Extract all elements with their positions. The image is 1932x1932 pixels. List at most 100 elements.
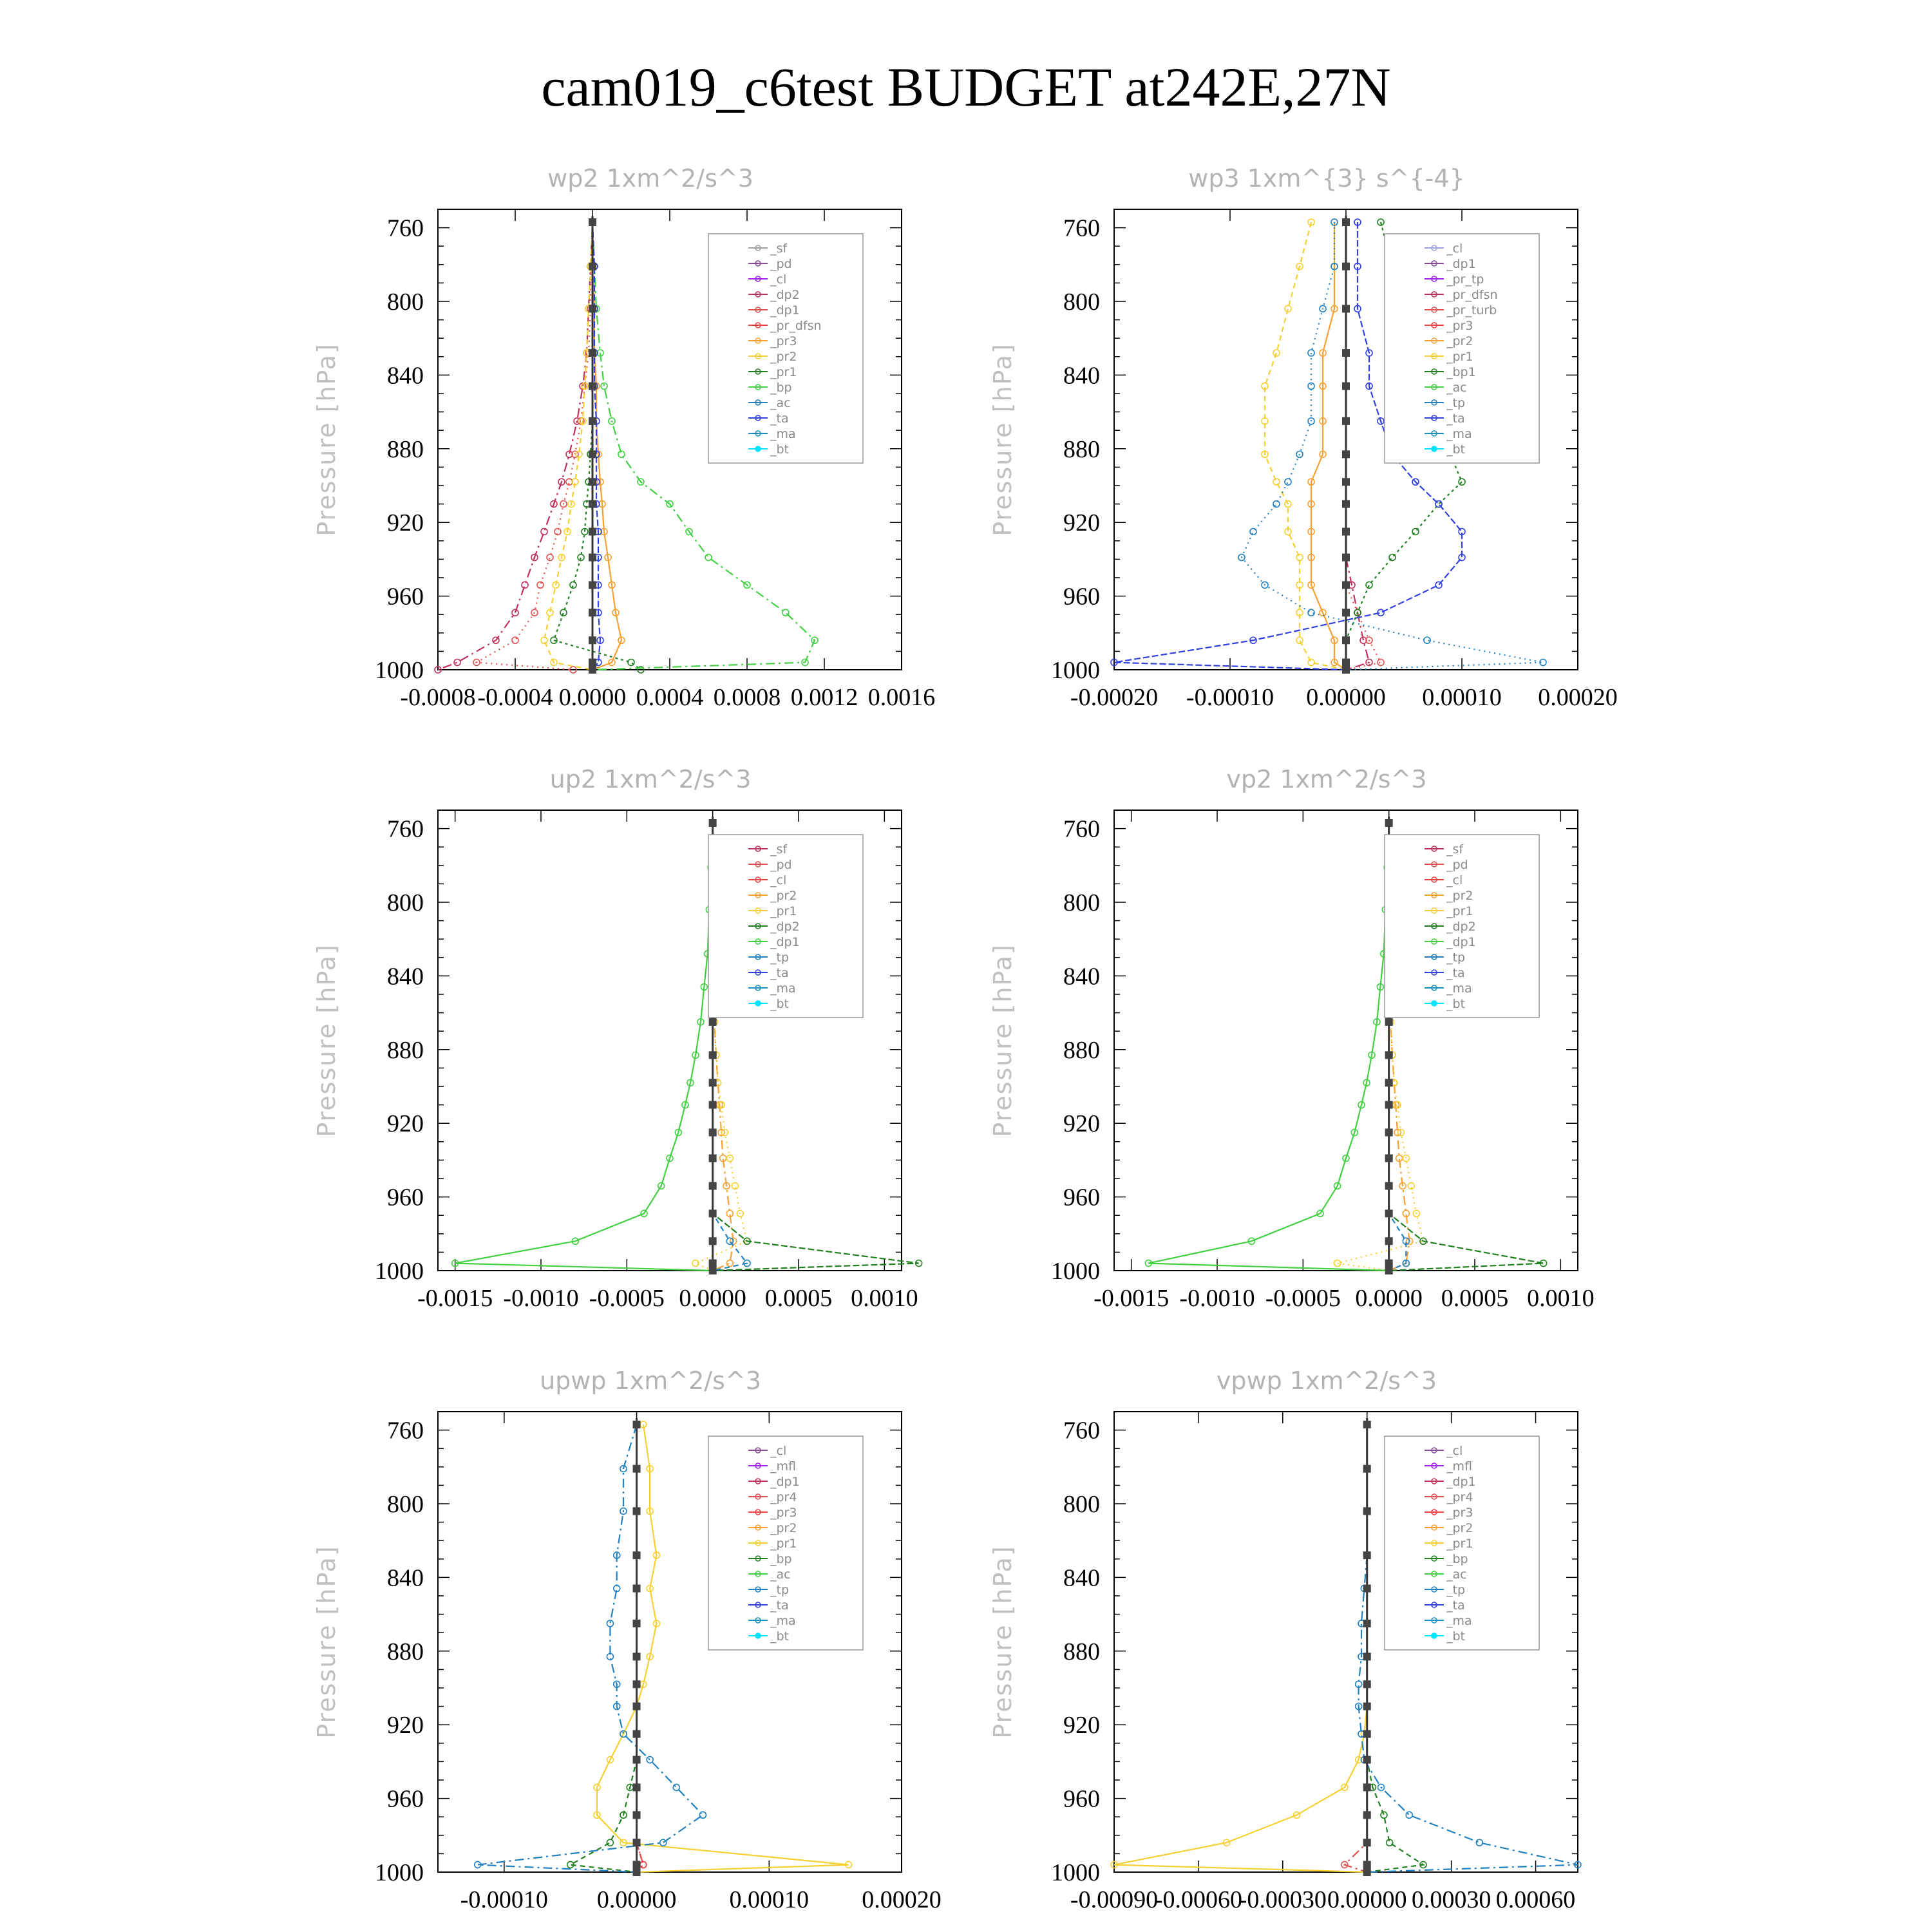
zero-marker (708, 1209, 717, 1218)
data-point (1331, 262, 1338, 270)
data-point (606, 1620, 614, 1627)
legend-entry: _pr2 (1446, 334, 1473, 348)
zero-marker (708, 1079, 717, 1087)
data-point (1354, 1680, 1363, 1689)
legend-entry: _tp (770, 1583, 789, 1597)
data-point (575, 450, 583, 459)
legend-entry: _cl (770, 873, 786, 887)
x-tick-label: -0.00060 (1155, 1886, 1242, 1913)
legend-marker (755, 954, 761, 960)
data-point (1296, 262, 1303, 270)
data-point (1354, 609, 1361, 617)
data-point (1405, 1811, 1413, 1819)
legend-box (1384, 834, 1540, 1018)
legend-marker (755, 938, 761, 945)
series-line-pr3 (591, 222, 623, 671)
zero-marker (589, 262, 596, 270)
zero-marker (1363, 1619, 1371, 1627)
data-point (1284, 500, 1292, 508)
legend-entry: _cl (770, 1444, 786, 1458)
y-tick-label: 880 (387, 436, 424, 463)
zero-marker (632, 1421, 641, 1429)
data-point (434, 666, 442, 674)
data-point (620, 1730, 627, 1738)
zero-marker (632, 1861, 641, 1869)
zero-marker (1363, 1464, 1371, 1473)
data-point (600, 527, 608, 536)
data-point (606, 1839, 614, 1847)
data-point (1331, 218, 1338, 226)
data-point (1341, 1861, 1349, 1869)
data-point (1402, 1259, 1410, 1267)
legend-marker (755, 923, 761, 929)
panel-title: upwp 1xm^2/s^3 (540, 1367, 761, 1395)
zero-marker (1385, 1101, 1393, 1109)
legend-marker (1431, 1478, 1437, 1484)
data-point (1273, 478, 1280, 486)
zero-marker (1363, 1551, 1371, 1560)
legend-marker (755, 1524, 761, 1531)
y-tick-label: 920 (387, 1110, 424, 1137)
legend-entry: _pd (770, 257, 792, 271)
data-point (1412, 1209, 1421, 1218)
series-line-pr1 (596, 1424, 849, 1873)
legend-marker (1431, 907, 1437, 914)
data-point (1261, 450, 1269, 459)
legend-entry: _ma (770, 427, 796, 441)
legend-marker (755, 446, 761, 452)
legend-entry: _ma (770, 1614, 796, 1628)
legend-marker (755, 384, 761, 390)
y-tick-label: 800 (1063, 889, 1100, 916)
data-point (540, 636, 548, 645)
data-point (1284, 305, 1292, 313)
legend-entry: _sf (1446, 842, 1464, 857)
series-line-pr_turb (1345, 222, 1382, 671)
zero-marker (632, 1783, 641, 1792)
y-tick-label: 960 (387, 1184, 424, 1211)
zero-marker (1342, 500, 1350, 508)
legend-entry: _pr_dfsn (770, 319, 822, 333)
y-tick-label: 880 (1063, 1638, 1100, 1665)
data-point (511, 609, 519, 617)
data-point (620, 1839, 627, 1847)
panel-title: wp2 1xm^2/s^3 (547, 164, 753, 193)
data-point (453, 658, 461, 667)
data-point (666, 500, 674, 508)
legend-entry: _dp1 (1446, 257, 1476, 271)
legend-marker (755, 245, 761, 251)
data-point (608, 417, 616, 425)
x-tick-label: 0.00020 (1538, 684, 1618, 711)
data-point (1419, 1861, 1427, 1869)
legend-entry: _ma (1446, 981, 1472, 996)
data-point (596, 478, 604, 486)
legend-marker (1431, 384, 1437, 390)
y-tick-label: 800 (1063, 289, 1100, 316)
zero-marker (708, 1237, 717, 1245)
zero-marker (1342, 417, 1350, 425)
legend-entry: _cl (1446, 1444, 1463, 1458)
legend-marker (1431, 1493, 1437, 1500)
data-point (581, 527, 589, 536)
data-point (612, 1702, 621, 1710)
legend-marker (1431, 1509, 1437, 1515)
data-point (717, 1101, 725, 1109)
y-tick-label: 960 (1063, 583, 1100, 611)
legend-marker (755, 1571, 761, 1577)
zero-marker (589, 450, 596, 459)
data-point (579, 382, 587, 390)
legend-marker (1431, 245, 1437, 251)
legend-marker (755, 846, 761, 852)
legend-marker (755, 368, 761, 375)
y-tick-label: 920 (1063, 509, 1100, 536)
zero-marker (589, 609, 596, 617)
legend-marker (1431, 446, 1437, 452)
x-tick-label: 0.00060 (1496, 1886, 1576, 1913)
series-line-pr4 (636, 1425, 645, 1873)
zero-marker (1342, 305, 1350, 313)
data-point (593, 1783, 601, 1792)
legend-marker (755, 430, 761, 437)
zero-marker (589, 417, 596, 425)
y-tick-label: 800 (1063, 1491, 1100, 1518)
data-point (492, 636, 500, 645)
legend-entry: _sf (770, 242, 788, 256)
